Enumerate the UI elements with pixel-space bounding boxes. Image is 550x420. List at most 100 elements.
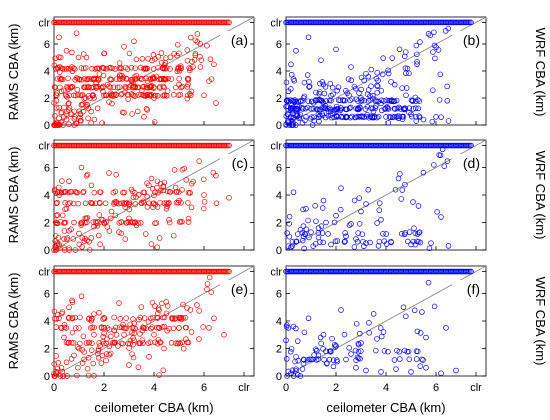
data-point xyxy=(57,373,63,379)
data-point xyxy=(355,355,362,361)
y-tick-label: 2 xyxy=(276,344,282,356)
data-point xyxy=(332,238,339,245)
data-point xyxy=(417,114,423,121)
data-point xyxy=(283,337,289,344)
data-point xyxy=(143,231,149,237)
data-point xyxy=(290,116,296,122)
data-point xyxy=(75,364,81,371)
data-point xyxy=(370,311,377,317)
data-point xyxy=(330,357,337,363)
data-point xyxy=(172,84,179,91)
data-point xyxy=(343,114,350,120)
data-point xyxy=(396,349,403,355)
data-point xyxy=(434,209,440,215)
data-point xyxy=(139,76,145,82)
data-point xyxy=(210,169,217,176)
data-point xyxy=(351,197,358,204)
data-point xyxy=(57,76,64,83)
data-point xyxy=(291,99,298,106)
data-point xyxy=(78,65,85,71)
data-point xyxy=(200,324,206,330)
data-point xyxy=(147,84,153,90)
data-point xyxy=(70,200,77,207)
data-point xyxy=(70,340,77,346)
data-point xyxy=(104,325,111,331)
data-point xyxy=(389,55,395,61)
data-point xyxy=(62,188,68,195)
data-point xyxy=(154,178,161,185)
data-point xyxy=(409,97,416,104)
data-point xyxy=(66,121,72,127)
data-point xyxy=(111,314,117,321)
data-point xyxy=(337,206,344,213)
y-tick-label: 4 xyxy=(44,190,50,202)
data-point xyxy=(88,120,94,126)
data-point xyxy=(380,329,387,335)
data-point xyxy=(374,336,380,342)
data-point xyxy=(82,215,89,221)
data-point xyxy=(329,335,335,342)
data-point xyxy=(91,189,97,196)
y-tick-label: clr xyxy=(38,17,50,29)
data-point xyxy=(303,206,309,212)
data-point xyxy=(299,104,306,111)
panel-label-bg xyxy=(452,154,482,172)
data-point xyxy=(54,90,60,96)
data-point xyxy=(96,340,102,346)
data-point xyxy=(78,220,84,226)
data-point xyxy=(175,64,182,71)
data-point xyxy=(197,64,204,70)
data-point xyxy=(468,268,474,275)
data-point xyxy=(302,117,308,124)
y-tick-label: 6 xyxy=(276,163,282,175)
data-point xyxy=(437,152,444,159)
data-point xyxy=(289,105,295,112)
data-point xyxy=(337,97,343,103)
data-point xyxy=(402,229,408,236)
data-point xyxy=(63,66,70,72)
data-point xyxy=(80,101,86,108)
data-point xyxy=(180,301,186,308)
data-point xyxy=(131,330,138,336)
data-point xyxy=(126,201,133,207)
data-point xyxy=(76,345,82,352)
data-point xyxy=(367,93,373,99)
data-point xyxy=(88,235,95,241)
data-point xyxy=(144,78,151,84)
data-point xyxy=(378,369,384,375)
data-point xyxy=(119,109,126,116)
data-point xyxy=(187,67,193,74)
data-point xyxy=(58,76,65,82)
data-point xyxy=(103,92,110,99)
data-point xyxy=(143,75,149,82)
data-point xyxy=(206,274,213,281)
data-point xyxy=(69,329,76,336)
data-point xyxy=(137,314,144,321)
data-point xyxy=(297,373,304,379)
data-point xyxy=(431,162,437,168)
data-point xyxy=(366,320,372,326)
data-point xyxy=(468,19,474,26)
data-point xyxy=(82,84,88,91)
data-point xyxy=(57,54,64,61)
data-point xyxy=(385,120,392,126)
data-point xyxy=(132,219,138,225)
data-point xyxy=(71,219,77,226)
data-point xyxy=(194,31,201,37)
data-point xyxy=(201,199,208,205)
data-point xyxy=(67,85,74,91)
data-point xyxy=(413,42,420,49)
data-point xyxy=(285,243,292,249)
data-point xyxy=(435,47,442,53)
data-point xyxy=(342,230,348,236)
data-point xyxy=(286,233,293,240)
data-point xyxy=(106,65,113,71)
data-point xyxy=(97,241,103,248)
data-point xyxy=(63,111,70,117)
data-point xyxy=(441,163,448,169)
data-point xyxy=(88,182,95,189)
data-point xyxy=(439,146,446,153)
data-point xyxy=(325,231,331,237)
data-point xyxy=(211,61,217,68)
data-point xyxy=(116,220,123,226)
